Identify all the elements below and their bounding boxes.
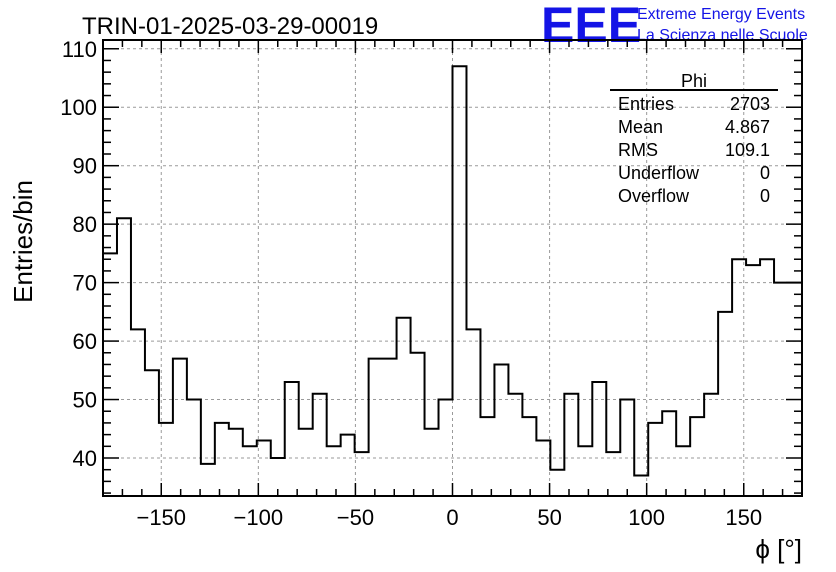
stats-label: Entries [618, 94, 674, 114]
y-tick-labels: 40 50 60 70 80 90 100 110 [60, 37, 97, 471]
x-tick-label: 50 [537, 505, 561, 530]
x-tick-label: −100 [234, 505, 284, 530]
eee-logo: EEE Extreme Energy Events La Scienza nel… [541, 0, 808, 53]
x-axis-label: ϕ [°] [755, 534, 802, 564]
stats-value: 4.867 [725, 117, 770, 137]
stats-rows: Entries 2703 Mean 4.867 RMS 109.1 Underflow 0 Ov… [618, 94, 770, 206]
stats-label: Underflow [618, 163, 700, 183]
stats-value: 0 [760, 163, 770, 183]
y-axis-label: Entries/bin [8, 180, 38, 303]
logo-mark: EEE [541, 0, 641, 53]
y-tick-label: 60 [73, 329, 97, 354]
x-tick-labels: −150 −100 −50 0 50 100 150 [136, 505, 762, 530]
x-tick-label: −50 [337, 505, 374, 530]
chart-title: TRIN-01-2025-03-29-00019 [82, 13, 378, 40]
logo-line-1: Extreme Energy Events [637, 6, 805, 23]
x-tick-label: −150 [136, 505, 186, 530]
y-tick-label: 110 [62, 37, 97, 62]
stats-value: 2703 [730, 94, 770, 114]
axis-ticks [103, 40, 802, 496]
stats-box: Phi Entries 2703 Mean 4.867 RMS 109.1 Underflo… [610, 71, 778, 206]
stats-label: RMS [618, 140, 658, 160]
stats-label: Mean [618, 117, 663, 137]
stats-title: Phi [681, 71, 707, 91]
stats-label: Overflow [618, 186, 690, 206]
y-tick-label: 90 [73, 154, 97, 179]
y-tick-label: 40 [73, 446, 97, 471]
stats-value: 109.1 [725, 140, 770, 160]
y-tick-label: 70 [73, 271, 97, 296]
x-tick-label: 100 [628, 505, 665, 530]
y-tick-label: 80 [73, 212, 97, 237]
histogram-outline [103, 65, 802, 477]
y-tick-label: 100 [60, 95, 97, 120]
stats-value: 0 [760, 186, 770, 206]
x-tick-label: 0 [446, 505, 458, 530]
x-tick-label: 150 [725, 505, 762, 530]
y-tick-label: 50 [73, 388, 97, 413]
